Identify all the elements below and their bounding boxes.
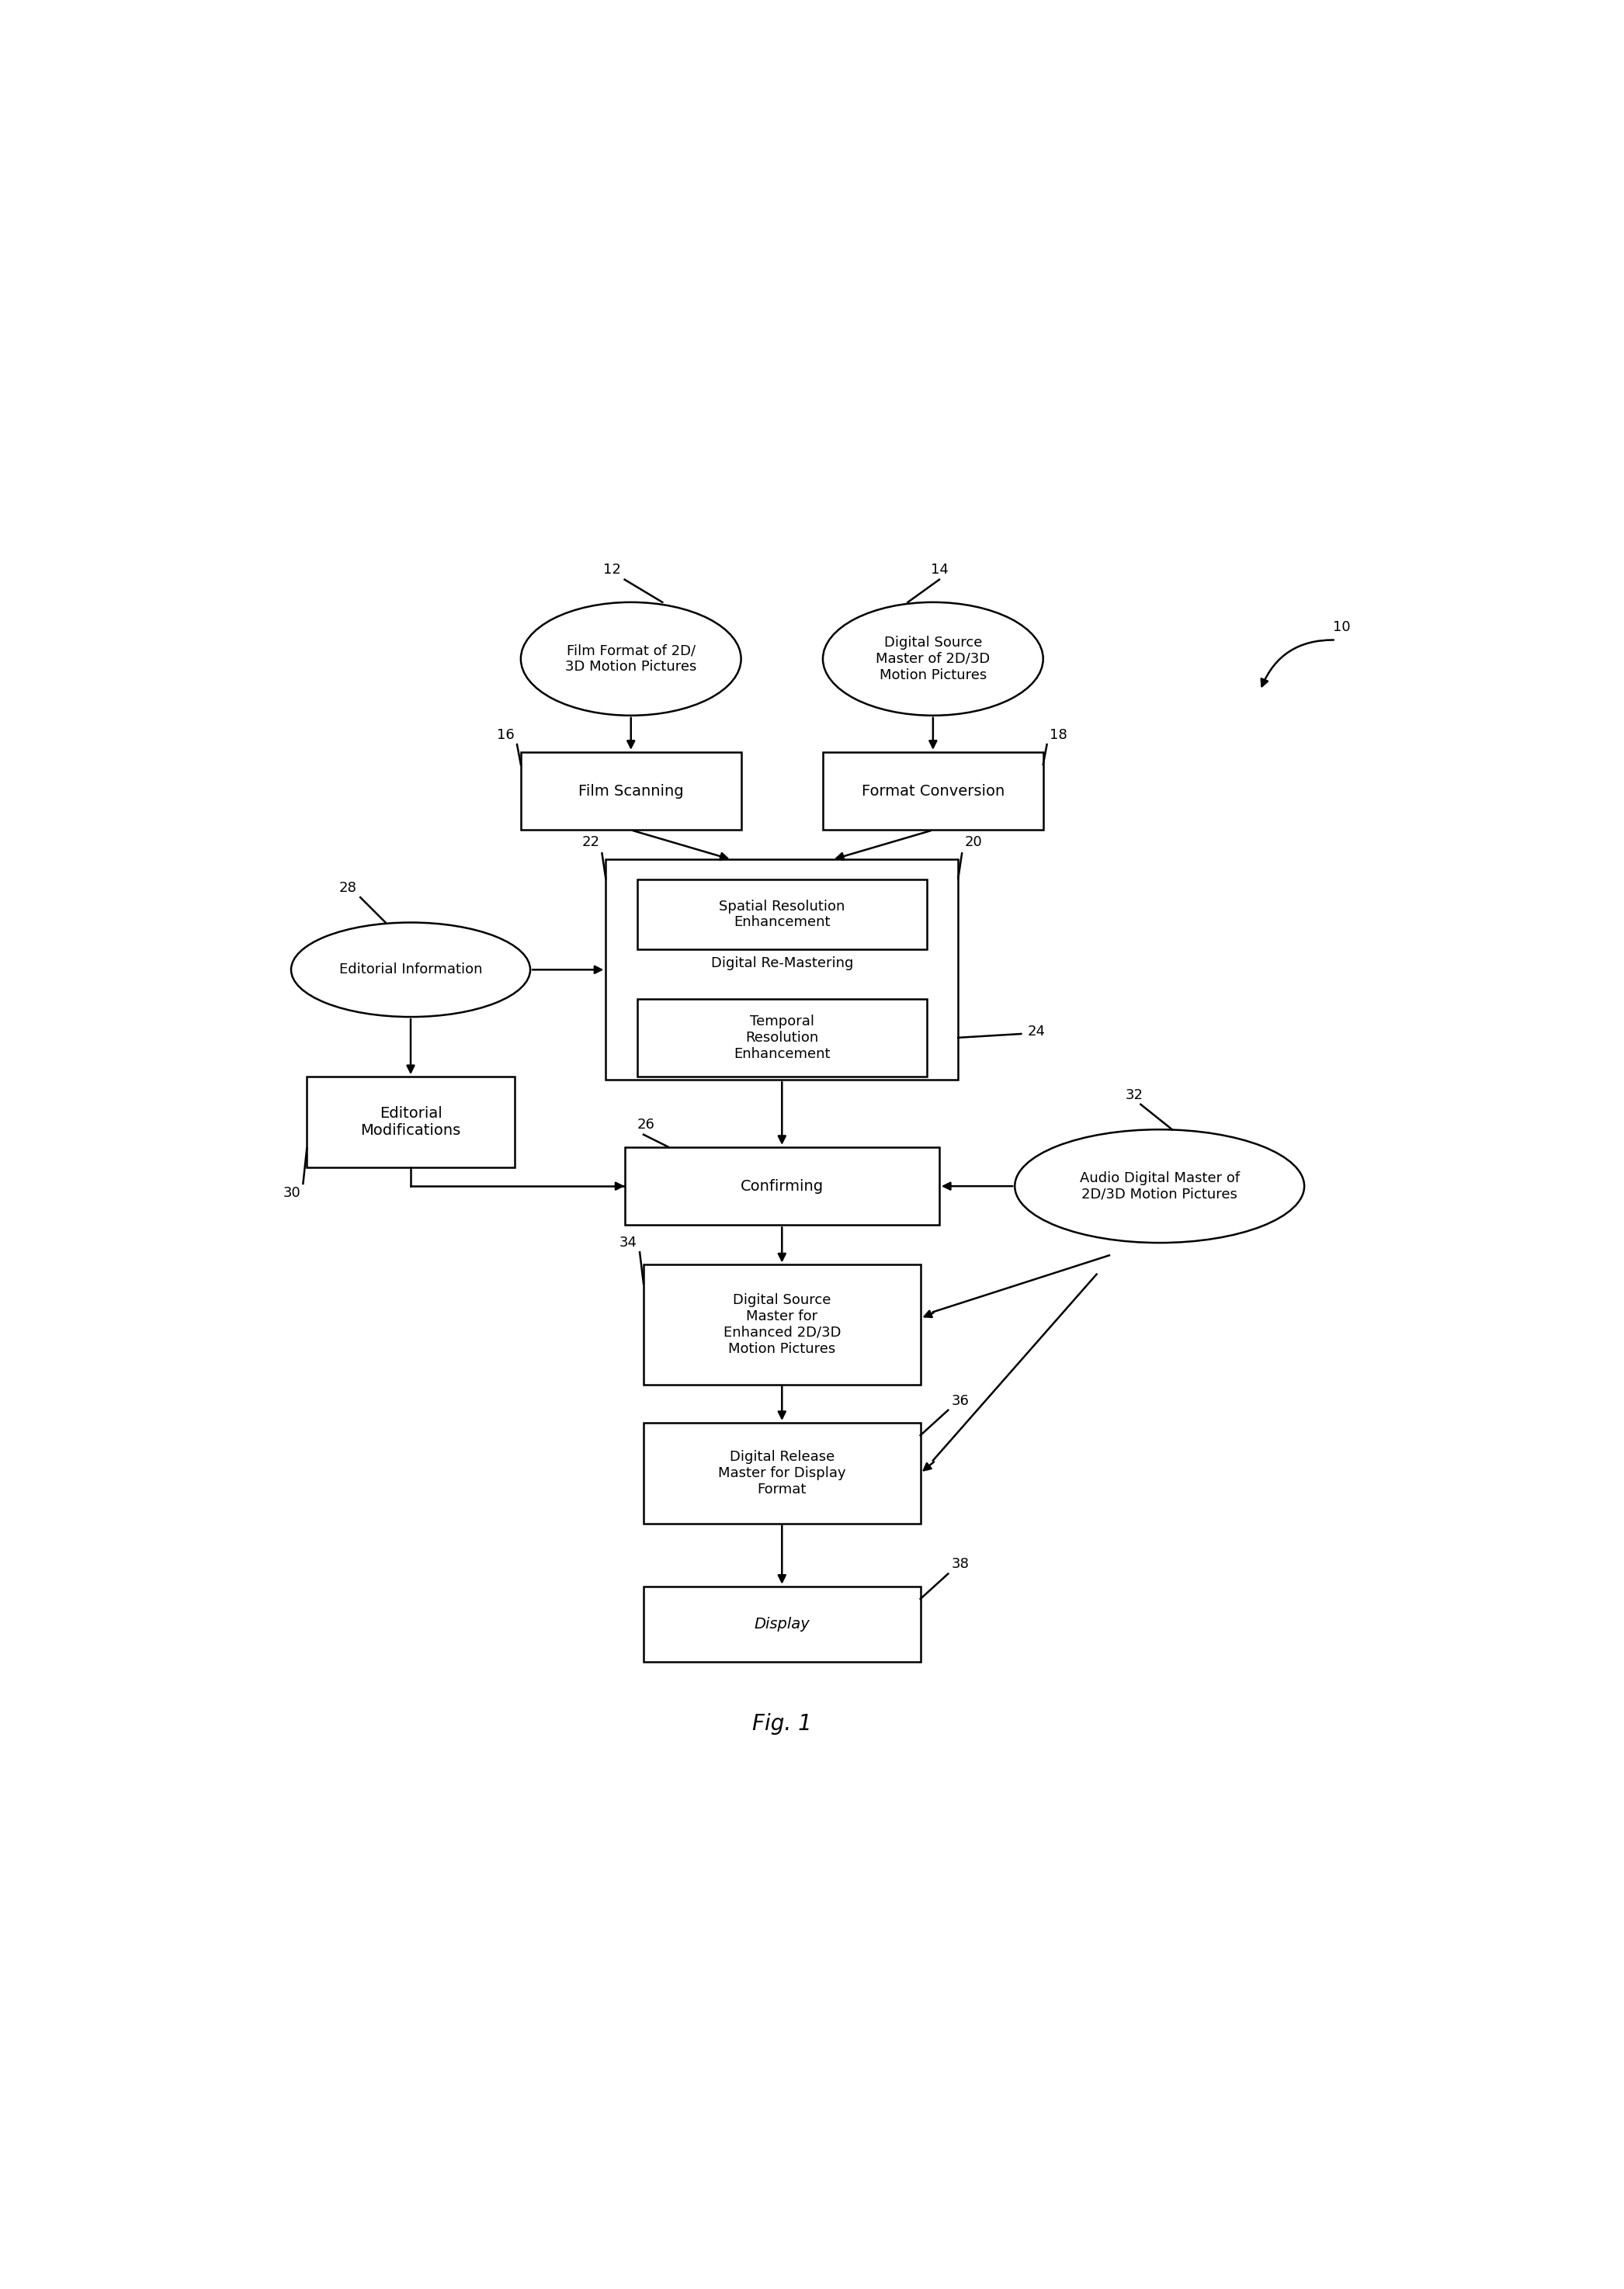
Text: 22: 22 bbox=[581, 835, 599, 849]
Text: Spatial Resolution
Enhancement: Spatial Resolution Enhancement bbox=[719, 900, 844, 929]
Text: 18: 18 bbox=[1049, 728, 1067, 742]
Text: 28: 28 bbox=[339, 881, 357, 895]
FancyBboxPatch shape bbox=[643, 1586, 921, 1662]
Text: Fig. 1: Fig. 1 bbox=[752, 1712, 812, 1735]
Ellipse shape bbox=[823, 602, 1043, 716]
Text: Digital Re-Mastering: Digital Re-Mastering bbox=[711, 957, 853, 971]
Text: Film Format of 2D/
3D Motion Pictures: Film Format of 2D/ 3D Motion Pictures bbox=[565, 643, 697, 673]
Text: Format Conversion: Format Conversion bbox=[861, 783, 1005, 799]
Text: 30: 30 bbox=[283, 1186, 300, 1199]
Text: Digital Release
Master for Display
Format: Digital Release Master for Display Forma… bbox=[718, 1449, 846, 1497]
Text: Display: Display bbox=[754, 1616, 810, 1632]
FancyBboxPatch shape bbox=[823, 753, 1043, 831]
FancyBboxPatch shape bbox=[637, 998, 927, 1076]
Text: 12: 12 bbox=[603, 563, 620, 577]
Text: 36: 36 bbox=[952, 1394, 970, 1408]
FancyBboxPatch shape bbox=[637, 879, 927, 950]
Text: 14: 14 bbox=[931, 563, 948, 577]
Text: 20: 20 bbox=[965, 835, 983, 849]
Text: Digital Source
Master of 2D/3D
Motion Pictures: Digital Source Master of 2D/3D Motion Pi… bbox=[875, 636, 991, 682]
Ellipse shape bbox=[291, 922, 529, 1016]
FancyBboxPatch shape bbox=[307, 1076, 515, 1167]
Text: Editorial Information: Editorial Information bbox=[339, 964, 482, 977]
Text: Digital Source
Master for
Enhanced 2D/3D
Motion Pictures: Digital Source Master for Enhanced 2D/3D… bbox=[723, 1293, 841, 1355]
Text: Temporal
Resolution
Enhancement: Temporal Resolution Enhancement bbox=[734, 1014, 830, 1060]
Text: Film Scanning: Film Scanning bbox=[578, 783, 684, 799]
Text: 34: 34 bbox=[619, 1236, 637, 1250]
Text: 10: 10 bbox=[1333, 620, 1351, 634]
FancyBboxPatch shape bbox=[643, 1266, 921, 1385]
Text: 26: 26 bbox=[637, 1117, 654, 1133]
Text: 16: 16 bbox=[497, 728, 515, 742]
FancyBboxPatch shape bbox=[625, 1147, 939, 1225]
Ellipse shape bbox=[521, 602, 741, 716]
Ellipse shape bbox=[1015, 1128, 1304, 1243]
Text: Editorial
Modifications: Editorial Modifications bbox=[361, 1106, 461, 1138]
Text: Audio Digital Master of
2D/3D Motion Pictures: Audio Digital Master of 2D/3D Motion Pic… bbox=[1080, 1172, 1239, 1202]
FancyBboxPatch shape bbox=[521, 753, 741, 831]
FancyBboxPatch shape bbox=[606, 861, 958, 1080]
Text: Confirming: Confirming bbox=[741, 1179, 823, 1193]
Text: 38: 38 bbox=[952, 1557, 970, 1570]
Text: 24: 24 bbox=[1028, 1025, 1046, 1039]
FancyBboxPatch shape bbox=[643, 1424, 921, 1524]
Text: 32: 32 bbox=[1125, 1087, 1143, 1101]
